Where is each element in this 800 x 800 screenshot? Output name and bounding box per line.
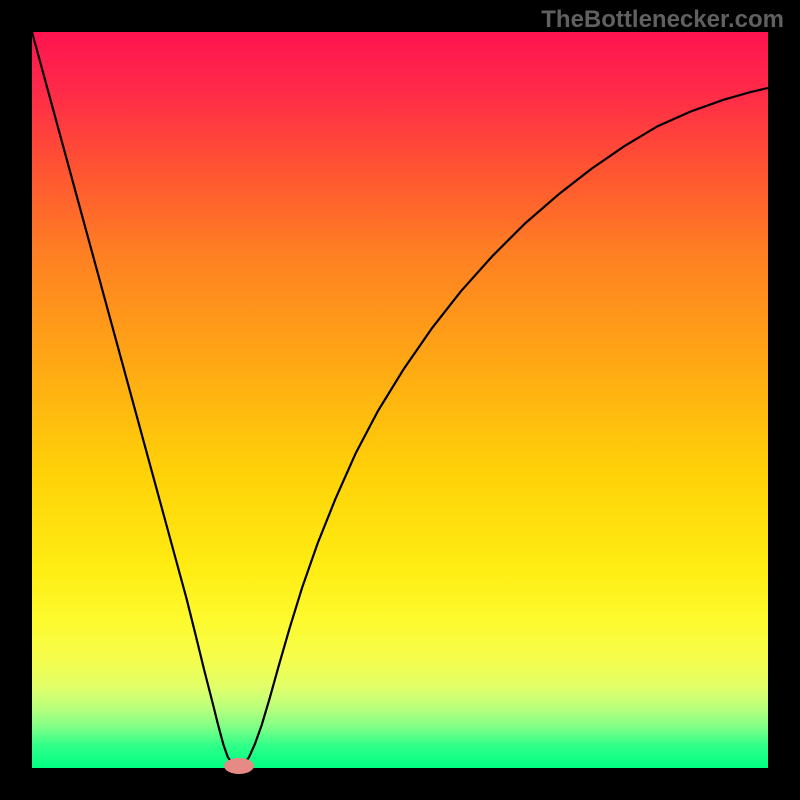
chart-container: TheBottlenecker.com xyxy=(0,0,800,800)
plot-area xyxy=(32,32,768,768)
watermark-text: TheBottlenecker.com xyxy=(541,6,784,34)
minimum-marker xyxy=(224,758,254,774)
curve-svg xyxy=(32,32,768,768)
bottleneck-curve xyxy=(32,32,768,767)
